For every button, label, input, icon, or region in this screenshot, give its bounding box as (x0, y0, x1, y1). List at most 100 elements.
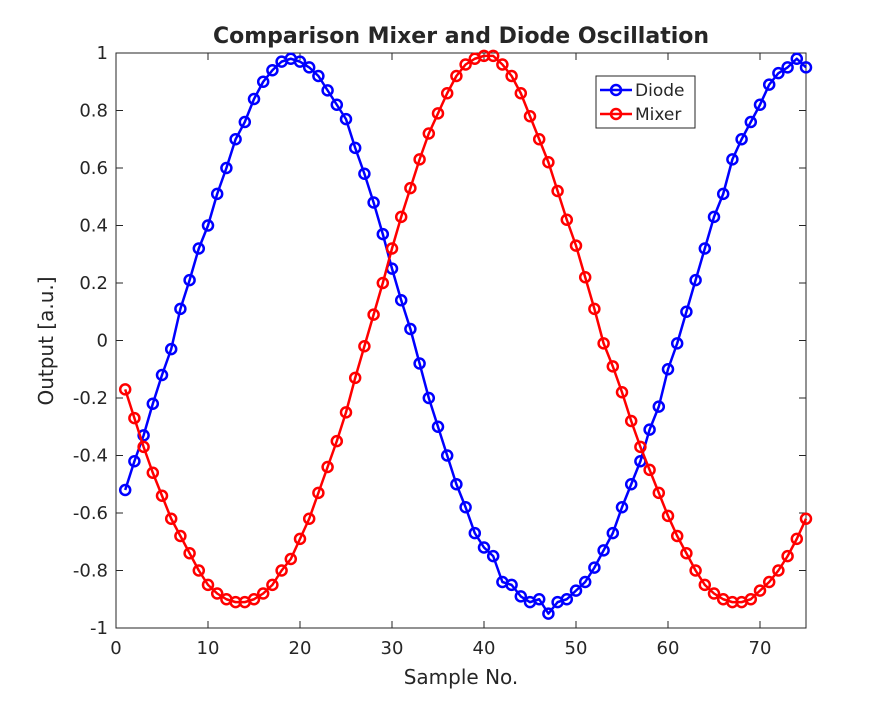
data-point-diode (753, 98, 767, 111)
data-point-mixer (155, 489, 169, 502)
data-point-mixer (404, 181, 417, 195)
data-point-diode (174, 302, 187, 316)
data-point-mixer (367, 308, 380, 321)
data-point-diode (606, 526, 620, 540)
chart-title: Comparison Mixer and Diode Oscillation (213, 24, 709, 49)
data-point-mixer (643, 463, 656, 477)
data-point-mixer (293, 532, 307, 546)
data-point-diode (266, 64, 279, 77)
data-point-mixer (634, 440, 647, 454)
data-point-diode (394, 294, 408, 307)
x-tick-label: 30 (381, 638, 404, 659)
data-point-diode (514, 590, 528, 603)
data-point-mixer (762, 575, 776, 589)
data-point-diode (588, 561, 601, 574)
data-point-diode (615, 501, 629, 514)
data-point-mixer (560, 213, 574, 226)
data-point-mixer (422, 127, 436, 140)
y-tick-label: 0.4 (79, 216, 108, 237)
data-point-mixer (597, 337, 610, 350)
y-tick-label: -0.4 (73, 446, 108, 467)
data-point-mixer (284, 552, 298, 566)
data-point-mixer (413, 153, 426, 166)
data-point-diode (707, 210, 721, 224)
data-point-mixer (753, 584, 767, 597)
data-point-diode (210, 187, 224, 201)
data-point-diode (698, 242, 712, 255)
data-point-diode (339, 112, 353, 126)
x-tick-label: 50 (565, 638, 588, 659)
x-tick-label: 60 (657, 638, 680, 659)
data-point-diode (477, 541, 491, 554)
data-point-diode (422, 391, 436, 405)
data-point-diode (661, 363, 675, 376)
data-point-diode (440, 449, 454, 462)
data-point-diode (192, 242, 206, 255)
data-point-mixer (799, 512, 813, 525)
data-point-diode (376, 227, 390, 241)
legend-marker-diode (609, 83, 623, 97)
data-point-diode (431, 420, 445, 433)
plot-area: 0 10 20 30 40 50 60 70 -1 -0.8 -0.6 -0.4 -0.2 0 0.2 0.4… (73, 43, 813, 659)
data-point-mixer (551, 184, 564, 198)
data-point-diode (781, 61, 794, 74)
data-point-diode (293, 55, 307, 68)
data-point-mixer (431, 107, 445, 120)
data-point-diode (643, 423, 656, 436)
data-point-diode (689, 273, 702, 287)
data-point-mixer (210, 587, 224, 600)
y-tick-label: -1 (90, 618, 108, 639)
data-point-diode (118, 483, 132, 497)
plot-background (116, 53, 806, 628)
data-point-diode (542, 607, 555, 620)
data-point-mixer (164, 512, 178, 525)
data-point-mixer (192, 564, 206, 577)
y-tick-label: 0.6 (79, 158, 108, 179)
data-point-diode (597, 544, 610, 557)
data-point-mixer (615, 386, 629, 399)
data-point-mixer (744, 593, 758, 606)
data-point-mixer (137, 440, 150, 454)
data-point-mixer (781, 549, 794, 563)
data-point-diode (312, 69, 325, 83)
data-point-mixer (174, 529, 187, 543)
data-point-diode (367, 196, 380, 209)
data-point-mixer (670, 529, 684, 543)
data-point-diode (358, 167, 371, 180)
data-point-mixer (532, 133, 546, 146)
data-point-mixer (790, 532, 804, 546)
data-point-diode (348, 141, 362, 155)
data-point-mixer (330, 434, 344, 448)
data-point-mixer (624, 414, 638, 428)
data-point-mixer (321, 460, 334, 474)
y-tick-label: 0.8 (79, 101, 108, 122)
y-tick-label: 0.2 (79, 273, 108, 294)
data-point-mixer (440, 87, 454, 100)
data-point-mixer (201, 578, 215, 592)
data-point-mixer (661, 509, 675, 523)
x-axis-label: Sample No. (404, 665, 519, 689)
data-point-mixer (486, 49, 500, 63)
data-point-diode (330, 98, 344, 111)
data-point-mixer (569, 239, 583, 252)
data-point-diode (201, 219, 215, 232)
legend-label-diode: Diode (635, 81, 684, 101)
data-point-mixer (339, 406, 353, 419)
x-tick-label: 10 (197, 638, 220, 659)
data-point-mixer (358, 340, 371, 353)
y-tick-label: -0.8 (73, 561, 108, 582)
data-point-mixer (247, 593, 261, 606)
data-point-diode (624, 478, 638, 491)
data-point-diode (799, 61, 813, 74)
data-point-diode (321, 84, 334, 97)
data-point-diode (560, 593, 574, 606)
series-line-diode (124, 57, 807, 615)
data-point-mixer (514, 87, 528, 100)
data-point-mixer (183, 547, 196, 560)
data-point-mixer (680, 547, 693, 560)
y-axis-label: Output [a.u.] (34, 276, 58, 405)
data-point-mixer (707, 587, 721, 600)
data-point-mixer (578, 271, 592, 284)
